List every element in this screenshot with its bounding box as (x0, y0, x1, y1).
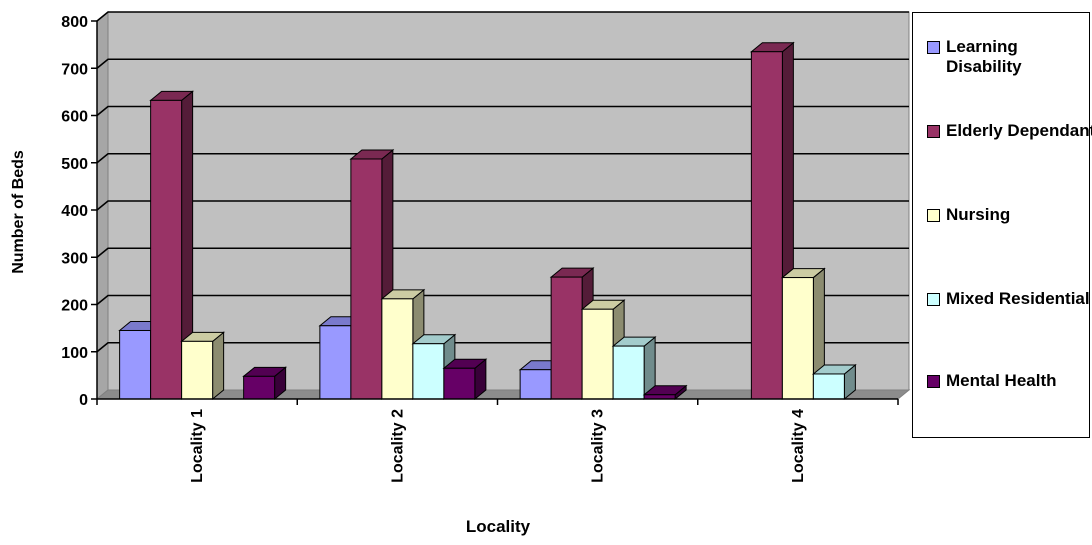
y-tick-label: 0 (79, 392, 88, 409)
legend-item: Elderly Dependant (927, 121, 1092, 141)
legend-label: Mental Health (946, 371, 1057, 390)
bar-front (781, 277, 814, 400)
y-tick-label: 400 (61, 203, 88, 220)
bar (442, 358, 488, 401)
bar-front (150, 99, 183, 400)
bar-front (181, 340, 214, 400)
gridline (96, 58, 909, 69)
x-tick-labels: Locality 1 Locality 2 Locality 3 Locality 4 (189, 409, 807, 483)
x-tick-label: Locality 4 (790, 409, 807, 483)
bar-front (750, 51, 783, 400)
gridlines (96, 11, 909, 353)
legend-item: Mixed Residential (927, 289, 1092, 309)
bar-front (243, 375, 276, 400)
gridline (96, 105, 909, 117)
legend-swatch (927, 293, 940, 306)
bar-front (119, 329, 152, 400)
bar-front (350, 158, 383, 400)
legend-item: Nursing (927, 205, 1092, 225)
bar-front (612, 345, 645, 400)
y-axis-title: Number of Beds (10, 150, 27, 274)
y-tick-label: 700 (61, 61, 88, 78)
gridline (96, 152, 909, 164)
legend-label: Elderly Dependant (946, 121, 1092, 140)
y-tick-label: 500 (61, 156, 88, 173)
bar-front (381, 298, 414, 400)
bar (180, 331, 226, 401)
axes (91, 20, 899, 405)
bar-front (319, 325, 352, 400)
legend-label: Nursing (946, 205, 1011, 224)
bar-front (443, 367, 476, 400)
bar-front (581, 308, 614, 400)
y-tick-label: 300 (61, 250, 88, 267)
bar-front (550, 276, 583, 400)
y-tick-label: 100 (61, 345, 88, 362)
x-axis-title: Locality (466, 517, 531, 536)
bar (611, 336, 657, 401)
legend-item: Mental Health (927, 371, 1092, 391)
gridline (96, 247, 909, 258)
y-tick-label: 800 (61, 14, 88, 31)
bar-front (519, 369, 552, 400)
bar (642, 384, 688, 401)
gridline (96, 11, 909, 22)
y-tick-labels: 0 100 200 300 400 500 600 700 800 (61, 14, 88, 409)
legend-swatch (927, 375, 940, 388)
bar (780, 267, 826, 401)
bar (242, 366, 288, 401)
legend-label: Learning Disability (946, 37, 1022, 76)
bar-front (412, 343, 445, 400)
x-tick-label: Locality 2 (389, 409, 406, 483)
bar (149, 90, 195, 401)
gridline (96, 294, 909, 306)
x-tick-label: Locality 3 (590, 409, 607, 483)
x-tick-label: Locality 1 (189, 409, 206, 483)
legend-swatch (927, 41, 940, 54)
bar-side (212, 331, 225, 401)
bars (118, 41, 857, 401)
bar-front (812, 373, 845, 400)
legend-item: Learning Disability (927, 37, 1092, 77)
bar (811, 363, 857, 401)
legend: Learning Disability Elderly Dependant Nurs… (912, 12, 1092, 438)
y-tick-label: 200 (61, 298, 88, 315)
legend-swatch (927, 209, 940, 222)
legend-swatch (927, 125, 940, 138)
legend-label: Mixed Residential (946, 289, 1090, 308)
y-tick-label: 600 (61, 109, 88, 126)
gridline (96, 200, 909, 211)
